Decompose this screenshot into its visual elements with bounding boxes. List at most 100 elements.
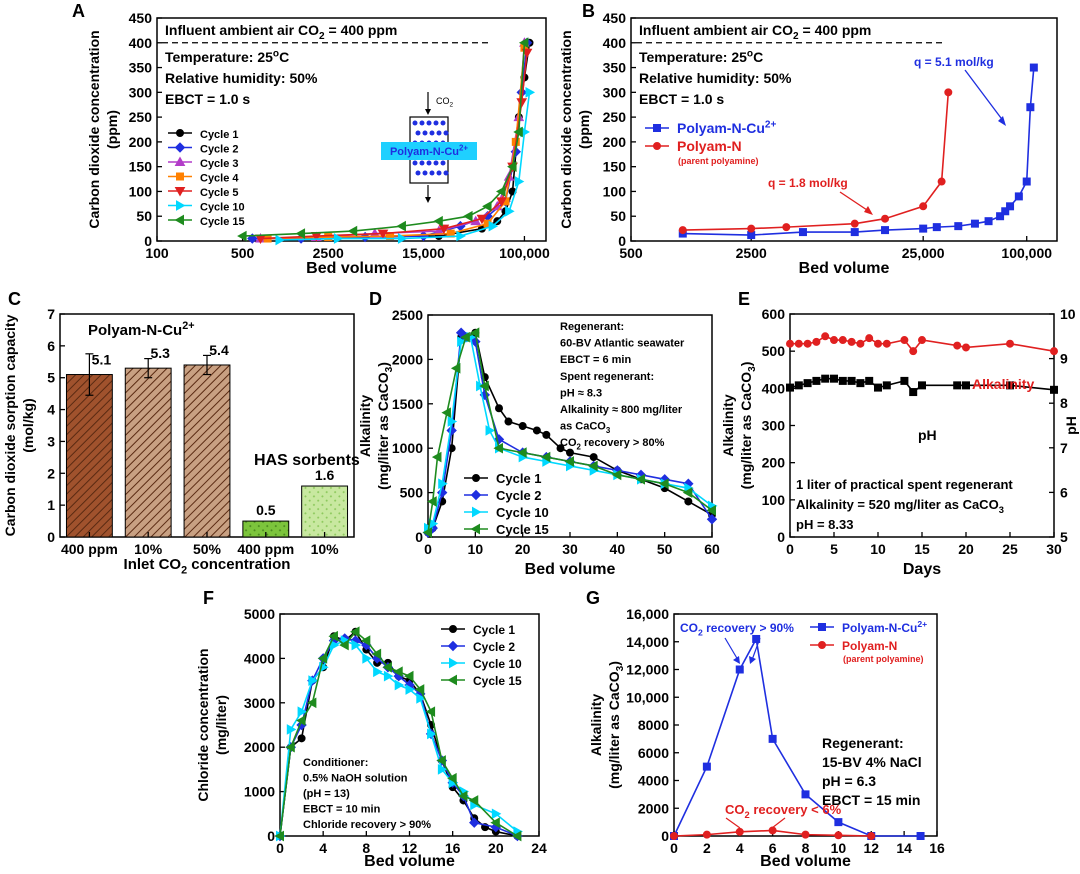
y-axis-title: (mg/liter as CaCO3) (738, 362, 758, 490)
data-point (393, 666, 403, 678)
x-tick-label: 0 (670, 840, 678, 856)
label-text-part: Polyam-N (677, 138, 742, 154)
label-text-part: 2 (319, 31, 325, 42)
regenerant-note: Spent regenerant: (560, 371, 654, 383)
data-point (996, 212, 1005, 221)
x-tick-label: 8 (362, 840, 370, 856)
data-point (856, 339, 865, 348)
data-point (507, 161, 517, 173)
y-tick-label: 1000 (392, 440, 423, 456)
inset-bead (426, 120, 432, 126)
data-point (525, 86, 536, 98)
data-point (794, 381, 803, 390)
data-point (962, 381, 970, 390)
label-text-part: 60-BV Atlantic seawater (560, 338, 685, 350)
label-text-part: Cu (901, 621, 917, 635)
label-text-part: 3 (384, 366, 395, 372)
data-point (838, 376, 847, 385)
y-right-tick-label: 5 (1060, 529, 1068, 545)
inset-bead (422, 170, 428, 176)
data-point (317, 653, 328, 664)
data-point (847, 376, 856, 385)
inset-arrowhead (425, 197, 431, 203)
x-tick-label: 10 (870, 541, 886, 557)
label-text-part: recovery > 80% (581, 437, 665, 449)
data-point (431, 451, 442, 463)
x-tick-label: 5 (830, 541, 838, 557)
bar (301, 485, 349, 538)
y-tick-label: 450 (129, 10, 153, 26)
y-tick-label: 600 (762, 306, 786, 322)
legend-entry: Polyam-N-Cu2+ (677, 119, 777, 136)
label-text-part: Inlet (124, 556, 159, 573)
x-axis-title: Bed volume (306, 260, 397, 277)
panel-f: 0 4 8 12 16 20 24 0 1000 2000 3000 4000 5000 Cycle 1 C… (195, 606, 547, 870)
data-point (786, 383, 794, 392)
label-text-part: Polyam-N- (842, 621, 901, 635)
x-tick-label: 10% (134, 541, 163, 557)
conditioner-note: (pH = 13) (303, 788, 350, 800)
data-point (1050, 385, 1058, 394)
panel-letter: C (8, 289, 21, 309)
data-point (801, 790, 810, 799)
x-tick-label: 0 (786, 541, 794, 557)
legend-entry: Cycle 15 (496, 522, 549, 537)
panel-letter: B (582, 1, 595, 21)
panel-letter: E (738, 289, 750, 309)
inset-bead (436, 130, 442, 136)
data-point (521, 48, 533, 59)
panel-d: 0 10 20 30 40 50 60 0 500 1000 1500 2000 2500 Regener… (357, 307, 720, 578)
data-point (682, 487, 693, 498)
data-point (482, 200, 492, 212)
humidity-label: Relative humidity: 50% (639, 70, 792, 86)
legend-entry: Polyam-N-Cu2+ (842, 619, 927, 635)
bar-value-label: 0.5 (256, 502, 276, 518)
data-point (176, 129, 184, 137)
data-point (351, 639, 362, 651)
label-text-part: C (753, 49, 763, 65)
data-point (589, 453, 598, 462)
data-point (371, 648, 382, 660)
spent-regenerant-note: pH = 8.33 (796, 517, 853, 532)
label-text-part: Cycle 2 (496, 488, 542, 503)
regenerant-note: Regenerant: (560, 321, 624, 333)
y-tick-label: 2000 (244, 739, 275, 755)
x-tick-label: 100,000 (1001, 245, 1052, 261)
data-point (881, 214, 890, 223)
x-tick-label: 100,000 (499, 245, 550, 261)
data-point (449, 657, 459, 669)
data-point (360, 635, 371, 646)
data-point (882, 381, 891, 390)
y-tick-label: 1 (47, 497, 55, 513)
x-tick-label: 500 (231, 245, 255, 261)
x-axis-title: Bed volume (799, 260, 890, 277)
x-tick-label: 15 (914, 541, 930, 557)
data-point (174, 214, 184, 226)
influent-label: Influent ambient air CO2 = 400 ppm (639, 22, 871, 42)
ebct-label: EBCT = 1.0 s (165, 91, 250, 107)
data-point (532, 426, 541, 435)
bar-value-label: 5.3 (150, 345, 170, 361)
label-text-part: 2 (181, 565, 187, 577)
data-point (659, 478, 669, 490)
q-n-arrowhead (864, 206, 873, 215)
legend-entry: Cycle 15 (473, 674, 522, 688)
data-point (324, 233, 333, 242)
data-point (347, 225, 358, 237)
regenerant-note: pH ≈ 8.3 (560, 387, 602, 399)
x-tick-label: 40 (610, 541, 626, 557)
x-tick-label: 12 (863, 840, 879, 856)
legend-entry: Cycle 1 (473, 623, 515, 637)
y-tick-label: 350 (129, 60, 153, 76)
label-text-part: 2+ (182, 320, 194, 332)
data-point (588, 460, 598, 472)
label-text-part: Cycle 10 (473, 657, 522, 671)
recovery-cu-arrow (751, 637, 761, 661)
inset-bead (415, 170, 421, 176)
group-label: HAS sorbents (254, 452, 360, 469)
label-text-part: Spent regenerant: (560, 371, 654, 383)
recovery-cu-arrowhead (749, 656, 756, 664)
spent-regenerant-note: Alkalinity = 520 mg/liter as CaCO3 (796, 497, 1004, 515)
label-text-part: Influent ambient air (165, 22, 298, 38)
data-point (900, 336, 909, 345)
